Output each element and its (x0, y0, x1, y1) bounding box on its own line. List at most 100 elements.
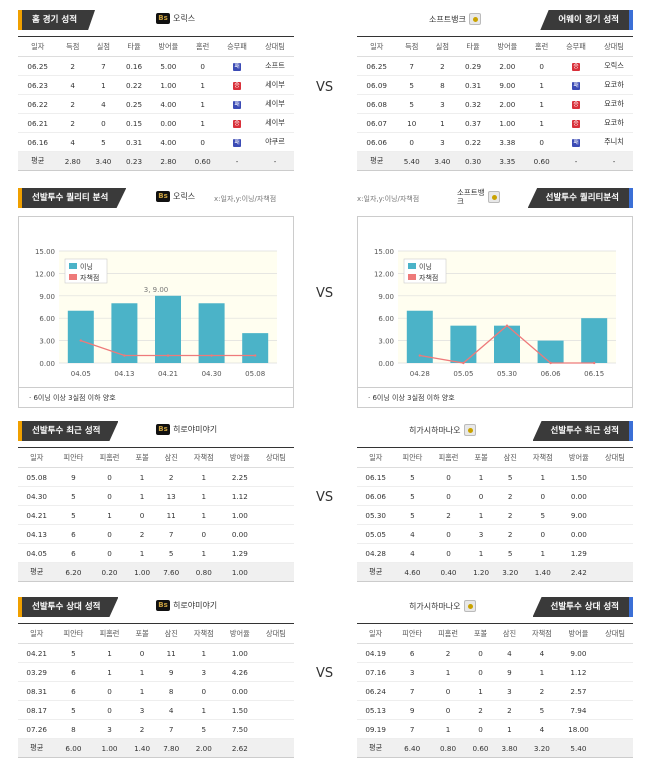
table-cell: 7 (156, 719, 186, 739)
table-cell: 2.62 (221, 738, 258, 758)
average-row: 평균 6.00 1.00 1.40 7.80 2.00 2.62 (18, 738, 294, 758)
table-cell: 06.16 (18, 132, 58, 152)
average-row: 평균 6.20 0.20 1.00 7.60 0.80 1.00 (18, 562, 294, 582)
table-row: 06.06 0 3 0.22 3.38 0 패 주니치 (357, 132, 633, 152)
table-cell (257, 681, 294, 701)
table-cell: 04.30 (18, 486, 56, 506)
column-header: 포볼 (466, 447, 496, 468)
column-header: 방어율 (149, 36, 188, 57)
y-tick-label: 15.00 (374, 248, 394, 256)
pitcher-recent-right-team: 히가시하마나오 (409, 424, 476, 436)
table-cell: 1 (185, 486, 222, 506)
column-header: 방어율 (221, 447, 258, 468)
table-cell: 2 (494, 700, 524, 720)
table-cell: 04.13 (18, 524, 56, 544)
table-cell: 5 (55, 700, 92, 720)
bar-innings (242, 333, 269, 363)
column-header: 삼진 (495, 447, 525, 468)
column-header: 타율 (457, 36, 489, 57)
home-games-panel: 홈 경기 성적 Bs 오릭스 일자 득점 실점 타율 방어율 홈런 승무패 상대팀 06.25 2 7… (18, 10, 294, 171)
table-cell: 1 (185, 700, 222, 720)
table-cell: 0.31 (118, 132, 150, 152)
table-cell: 1.00 (221, 643, 258, 663)
table-cell: 1 (187, 113, 218, 133)
table-cell (257, 738, 294, 758)
loss-badge: 패 (232, 101, 241, 109)
table-cell: 7.50 (221, 719, 258, 739)
table-cell: 9 (156, 662, 186, 682)
table-cell: 4 (57, 132, 89, 152)
line-point (418, 354, 421, 357)
table-cell: 2.00 (488, 56, 527, 76)
table-cell: 2 (156, 467, 186, 487)
table-cell: 0 (91, 467, 128, 487)
table-cell: 3 (185, 662, 222, 682)
table-cell (257, 543, 294, 563)
line-point (549, 361, 552, 365)
home-games-table: 일자 득점 실점 타율 방어율 홈런 승무패 상대팀 06.25 2 7 0.16 5.00 0 패 소프트 0… (18, 36, 294, 171)
table-cell: 승 (557, 113, 595, 133)
pitcher-vs-left-panel: 선발투수 상대 성적 Bs 히로야미야기 일자 피안타 피홈런 포볼 삼진 자책점 방어율 상대… (18, 597, 294, 758)
table-cell: 2 (127, 524, 157, 544)
table-cell: 0 (127, 643, 157, 663)
softbank-logo-icon (463, 424, 476, 436)
table-cell: 1.20 (466, 562, 496, 582)
table-cell: 06.25 (357, 56, 397, 76)
x-tick-label: 04.13 (114, 370, 134, 378)
table-cell (257, 505, 294, 525)
column-header: 방어율 (488, 36, 527, 57)
column-header: 홈런 (187, 36, 218, 57)
table-cell: 3.40 (427, 151, 458, 171)
table-cell: 0 (88, 113, 119, 133)
table-cell: 5 (394, 486, 431, 506)
table-cell: 7 (396, 56, 428, 76)
table-cell: 2.25 (221, 467, 258, 487)
column-header: 득점 (57, 36, 89, 57)
table-cell: 0 (127, 505, 157, 525)
loss-badge: 패 (232, 139, 241, 147)
column-header: 승무패 (557, 36, 595, 57)
table-cell (257, 486, 294, 506)
table-row: 04.30 5 0 1 13 1 1.12 (18, 486, 294, 506)
away-games-panel: 소프트뱅크 어웨이 경기 성적 일자 득점 실점 타율 방어율 홈런 승무패 상대팀 06.25… (357, 10, 633, 171)
table-cell: 1 (185, 467, 222, 487)
table-cell (257, 662, 294, 682)
table-cell: 3.38 (488, 132, 527, 152)
table-cell: 5.40 (396, 151, 428, 171)
pitcher-recent-right-table: 일자 피안타 피홈런 포볼 삼진 자책점 방어율 상대팀 06.15 5 0 1 5 1 1.50 06.06… (357, 447, 633, 582)
pitcher-recent-left-header: 선발투수 최근 성적 Bs 히로야미야기 (18, 421, 294, 441)
pitcher-vs-right-title: 선발투수 상대 성적 (532, 597, 633, 617)
table-cell: 1 (127, 681, 157, 701)
table-cell: 13 (156, 486, 186, 506)
orix-logo-icon: Bs (156, 191, 170, 202)
table-cell: 18.00 (559, 719, 598, 739)
table-row: 04.19 6 2 0 4 4 9.00 (357, 643, 633, 663)
pitcher-vs-right-table: 일자 피안타 피홈런 포볼 삼진 자책점 방어율 상대팀 04.19 6 2 0 4 4 9.00 07.16… (357, 623, 633, 758)
table-cell: 0.00 (560, 524, 597, 544)
line-point (79, 339, 82, 342)
table-cell: 0 (187, 56, 218, 76)
pitcher-vs-right-panel: 히가시하마나오 선발투수 상대 성적 일자 피안타 피홈런 포볼 삼진 자책점 방어율 상대팀… (357, 597, 633, 758)
table-cell: 0.32 (457, 94, 489, 114)
table-cell: 0 (430, 486, 467, 506)
table-cell: 2.80 (57, 151, 89, 171)
table-cell: 0 (187, 132, 218, 152)
table-cell: 0 (91, 700, 128, 720)
table-cell: 8 (156, 681, 186, 701)
line-point (210, 354, 213, 357)
legend-label: 이닝 (80, 262, 93, 271)
line-point (505, 324, 509, 327)
legend-swatch (408, 263, 416, 269)
line-point (462, 361, 465, 365)
y-tick-label: 3.00 (39, 338, 55, 346)
table-cell: 08.17 (18, 700, 56, 720)
table-cell (596, 486, 633, 506)
line-point (166, 354, 170, 357)
table-cell: 3 (427, 132, 458, 152)
table-cell: 1.12 (221, 486, 258, 506)
table-cell: 0 (466, 719, 495, 739)
table-cell: 2 (495, 524, 525, 544)
pitcher-vs-right-team: 히가시하마나오 (409, 600, 476, 612)
table-cell: 0.16 (118, 56, 150, 76)
